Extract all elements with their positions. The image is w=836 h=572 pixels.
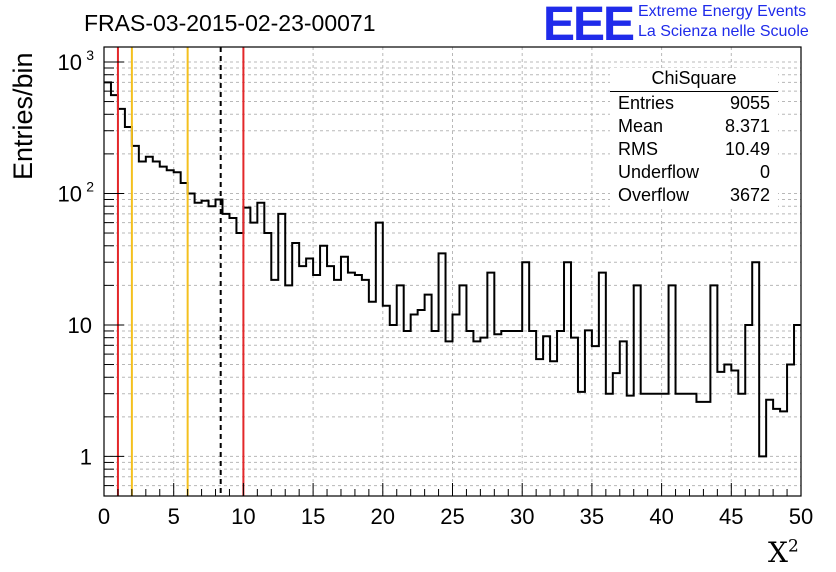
x-tick-label: 15 bbox=[301, 504, 325, 529]
y-tick-label: 1 bbox=[80, 444, 92, 469]
y-tick-exponent: 2 bbox=[86, 178, 94, 194]
y-axis-label: Entries/bin bbox=[8, 52, 38, 180]
stats-row-underflow: Underflow 0 bbox=[618, 162, 770, 182]
stats-divider bbox=[610, 91, 778, 92]
x-tick-label: 0 bbox=[98, 504, 110, 529]
x-tick-label: 45 bbox=[719, 504, 743, 529]
x-tick-label: 50 bbox=[789, 504, 813, 529]
run-title: FRAS-03-2015-02-23-00071 bbox=[84, 10, 376, 36]
x-tick-label: 40 bbox=[649, 504, 673, 529]
x-tick-label: 20 bbox=[371, 504, 395, 529]
stats-row-entries: Entries 9055 bbox=[618, 93, 770, 113]
x-tick-label: 35 bbox=[580, 504, 604, 529]
stats-row-mean: Mean 8.371 bbox=[618, 116, 770, 136]
histogram-series bbox=[104, 81, 801, 458]
logo-subtitle-2: La Scienza nelle Scuole bbox=[638, 23, 809, 40]
x-tick-label: 5 bbox=[168, 504, 180, 529]
logo-subtitle-1: Extreme Energy Events bbox=[638, 3, 807, 20]
y-tick-label: 10 bbox=[68, 313, 92, 338]
x-axis-label: X2 bbox=[768, 536, 799, 569]
stats-box: ChiSquare Entries 9055 Mean 8.371 RMS 10.49… bbox=[610, 68, 778, 208]
x-tick-label: 30 bbox=[510, 504, 534, 529]
eee-logo: EEE bbox=[543, 0, 635, 51]
y-tick-exponent: 3 bbox=[86, 47, 94, 63]
x-tick-label: 10 bbox=[231, 504, 255, 529]
x-tick-label: 25 bbox=[440, 504, 464, 529]
y-tick-label: 10 bbox=[58, 181, 82, 206]
histogram-outline bbox=[104, 81, 801, 458]
axis-ticks bbox=[103, 61, 802, 497]
stats-row-overflow: Overflow 3672 bbox=[618, 185, 770, 205]
y-tick-label: 10 bbox=[58, 50, 82, 75]
stats-title: ChiSquare bbox=[651, 68, 737, 88]
stats-row-rms: RMS 10.49 bbox=[618, 139, 770, 159]
vertical-markers bbox=[116, 47, 245, 496]
